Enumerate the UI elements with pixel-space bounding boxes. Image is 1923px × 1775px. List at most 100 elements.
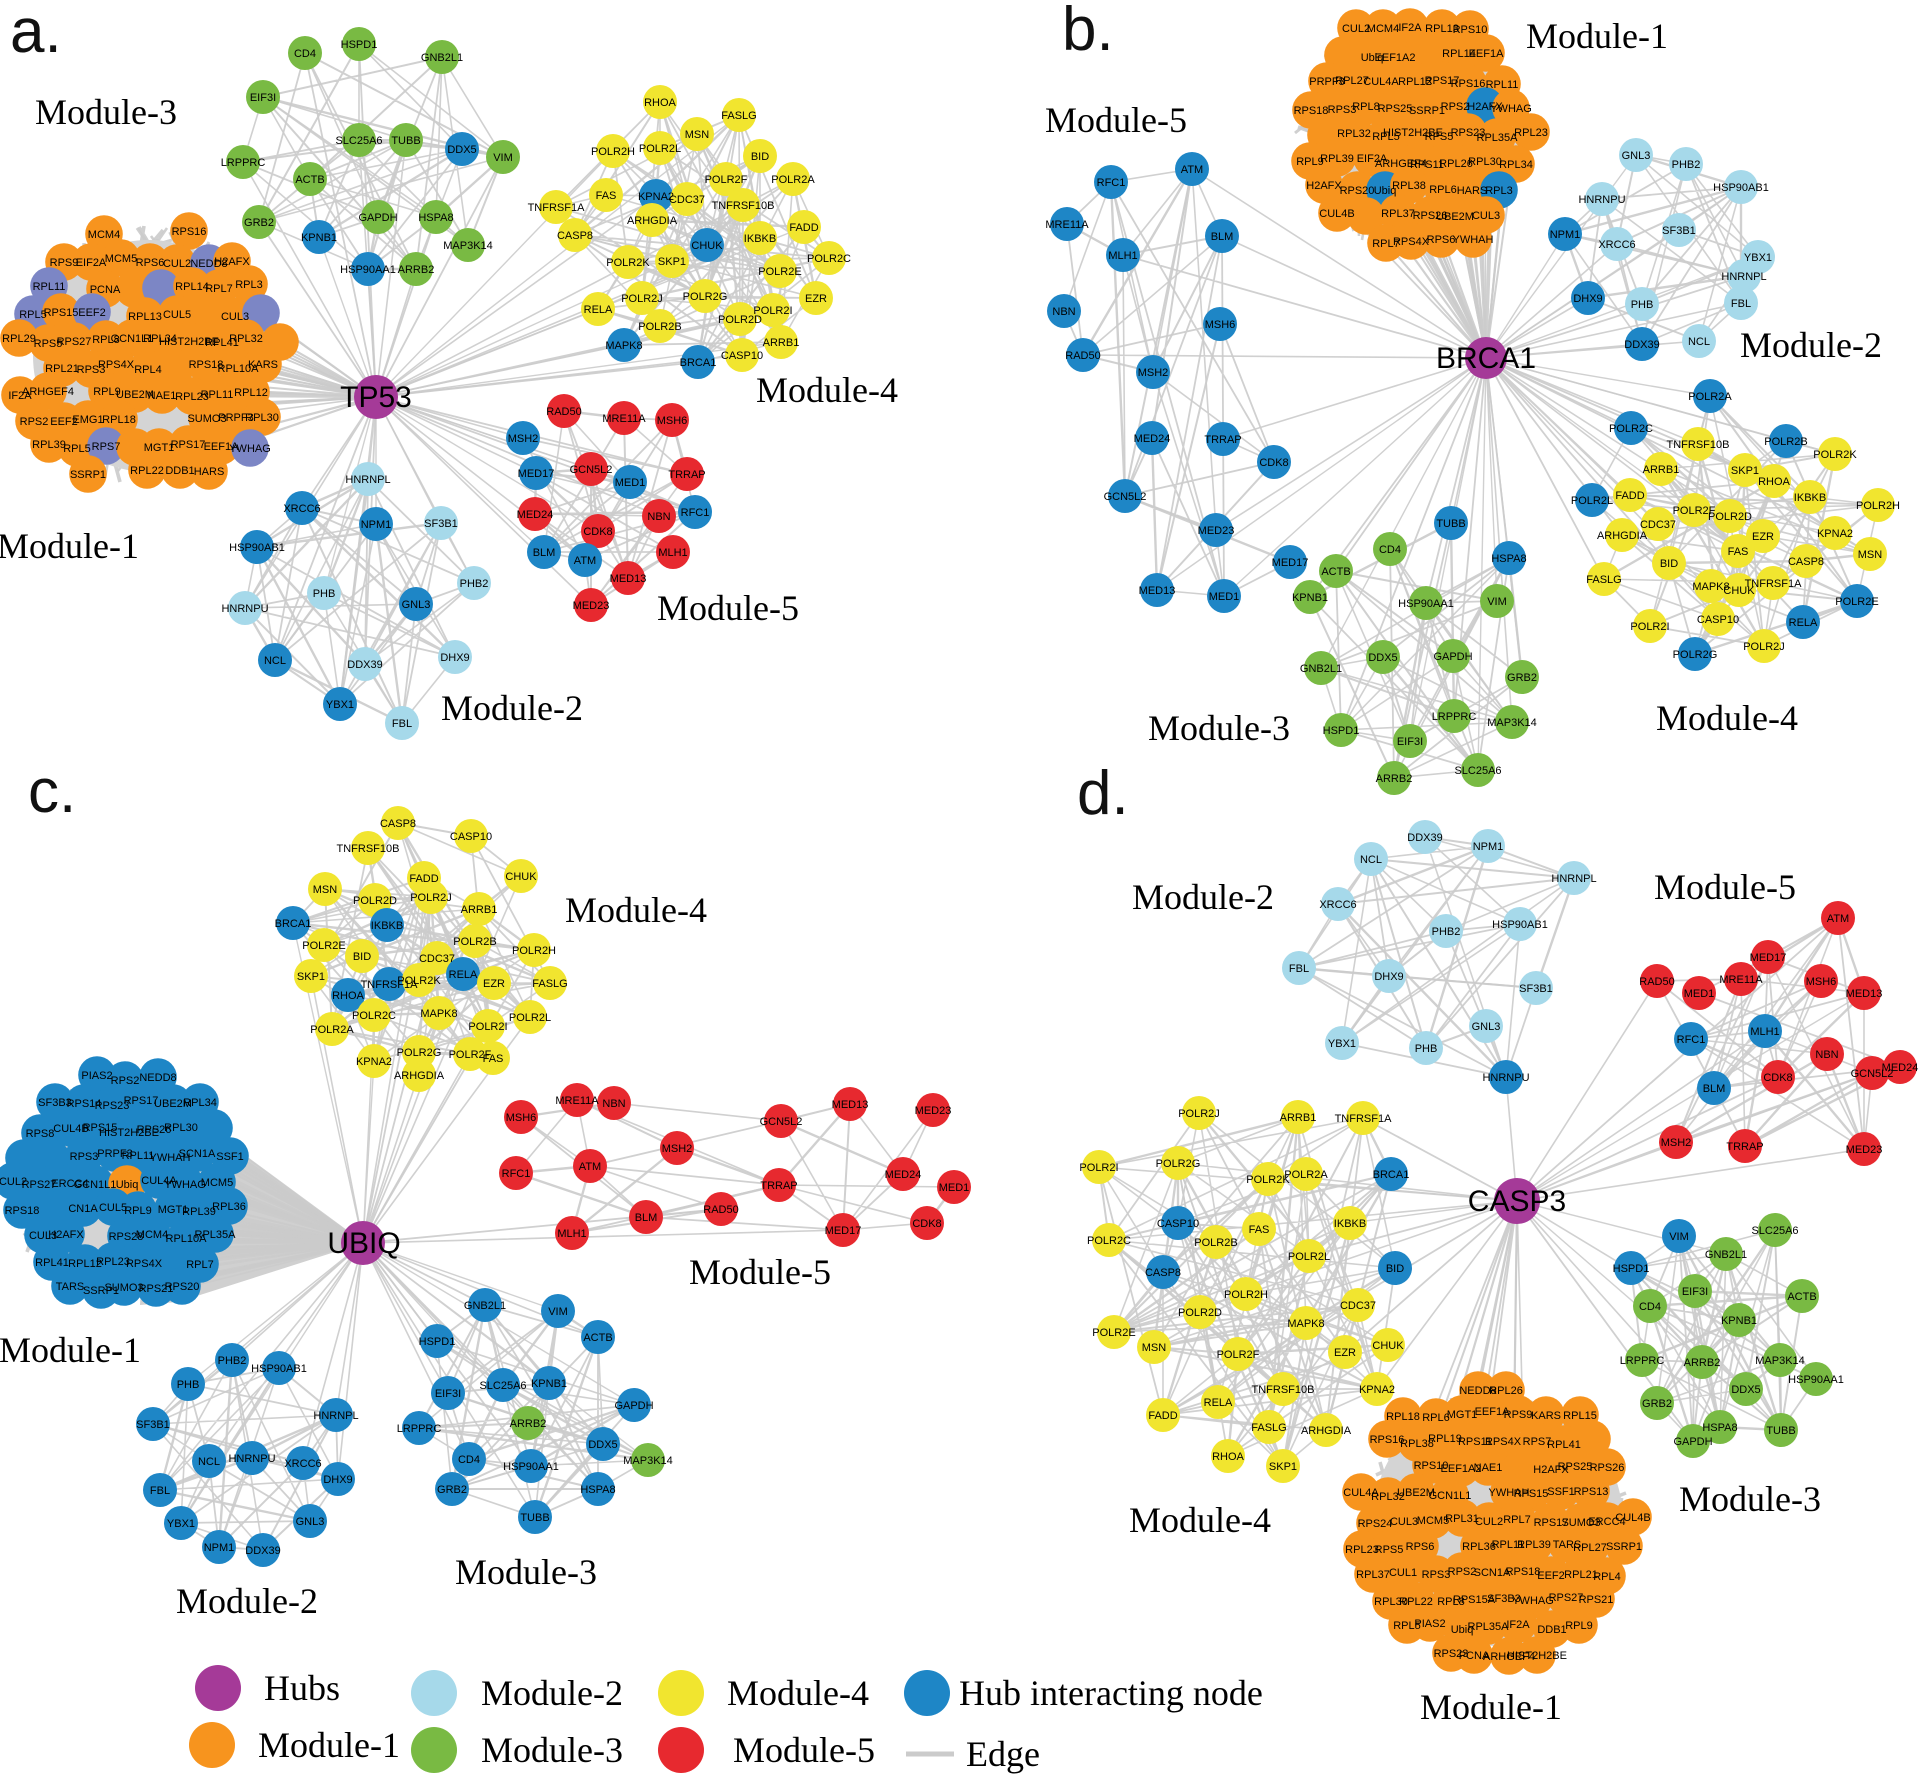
svg-text:GCN5L2: GCN5L2 [760,1116,803,1128]
svg-text:RPL13: RPL13 [1425,23,1459,35]
svg-text:ARHGEF4: ARHGEF4 [1375,158,1427,170]
svg-text:Module-3: Module-3 [1148,708,1290,748]
svg-text:RPL19: RPL19 [1428,1433,1462,1445]
svg-text:RPS7: RPS7 [1523,1436,1552,1448]
svg-text:BLM: BLM [1211,231,1234,243]
svg-text:RELA: RELA [1204,1397,1233,1409]
svg-text:c.: c. [28,757,76,826]
svg-text:HNRNPU: HNRNPU [1482,1072,1529,1084]
svg-text:MED17: MED17 [825,1225,862,1237]
svg-text:RPL34: RPL34 [183,1097,217,1109]
svg-text:EIF2A: EIF2A [76,257,107,269]
svg-text:FASLG: FASLG [1251,1422,1286,1434]
svg-text:RFC1: RFC1 [1677,1034,1706,1046]
svg-text:MSH2: MSH2 [508,433,539,445]
svg-text:MED1: MED1 [1684,988,1715,1000]
svg-text:RPL7: RPL7 [1372,238,1400,250]
svg-text:RPL35A: RPL35A [1477,132,1519,144]
svg-text:RPS25: RPS25 [1558,1461,1593,1473]
svg-text:MSN: MSN [685,129,710,141]
svg-text:RPL7: RPL7 [205,283,233,295]
svg-text:MAPK8: MAPK8 [1692,581,1729,593]
svg-text:Module-3: Module-3 [481,1730,623,1770]
svg-text:IF2A: IF2A [1506,1619,1530,1631]
svg-text:POLR2J: POLR2J [410,892,452,904]
svg-text:RPS16: RPS16 [1451,78,1486,90]
svg-text:PHB2: PHB2 [1672,159,1701,171]
svg-text:POLR2E: POLR2E [758,266,801,278]
svg-text:RPL23: RPL23 [1514,127,1548,139]
svg-text:HSPD1: HSPD1 [341,39,378,51]
svg-text:RHOA: RHOA [1758,476,1790,488]
svg-text:SSRP1: SSRP1 [83,1285,119,1297]
svg-text:RPS15: RPS15 [1514,1488,1549,1500]
svg-text:TP53: TP53 [340,381,412,414]
svg-text:FAS: FAS [483,1053,504,1065]
svg-text:ACTB: ACTB [295,174,324,186]
svg-text:Module-2: Module-2 [1132,877,1274,917]
svg-text:TUBB: TUBB [1436,518,1465,530]
svg-text:MRE11A: MRE11A [602,413,646,425]
svg-text:RELA: RELA [449,969,478,981]
svg-text:POLR2I: POLR2I [468,1021,507,1033]
svg-text:HARS: HARS [194,466,225,478]
svg-text:LRPPRC: LRPPRC [397,1423,442,1435]
svg-text:RHOA: RHOA [1212,1451,1244,1463]
svg-text:POLR2B: POLR2B [1764,436,1807,448]
svg-text:Module-5: Module-5 [733,1730,875,1770]
svg-text:CDC37: CDC37 [1340,1300,1376,1312]
svg-text:GAPDH: GAPDH [1673,1436,1712,1448]
svg-text:POLR2H: POLR2H [1224,1289,1268,1301]
svg-text:PRPF3: PRPF3 [97,1148,132,1160]
svg-text:ATM: ATM [574,555,596,567]
svg-text:POLR2F: POLR2F [1673,505,1716,517]
svg-text:EZR: EZR [483,978,505,990]
svg-text:POLR2H: POLR2H [1856,500,1900,512]
svg-text:RPL39: RPL39 [1320,153,1354,165]
svg-text:RPL15: RPL15 [1563,1410,1597,1422]
svg-text:RPL37: RPL37 [1381,208,1415,220]
svg-text:Module-4: Module-4 [727,1673,869,1713]
svg-text:KPNA2: KPNA2 [1817,528,1853,540]
svg-text:TRRAP: TRRAP [760,1180,797,1192]
svg-text:SF3B1: SF3B1 [1662,225,1696,237]
svg-text:MED24: MED24 [517,509,554,521]
svg-text:EIF3I: EIF3I [1682,1286,1708,1298]
svg-text:RPS2: RPS2 [1441,101,1470,113]
svg-text:PIAS2: PIAS2 [81,1070,112,1082]
svg-text:ACTB: ACTB [583,1332,612,1344]
svg-text:RPL9: RPL9 [1296,156,1324,168]
svg-text:PHB2: PHB2 [460,578,489,590]
svg-text:RPL23: RPL23 [175,391,209,403]
svg-text:GAPDH: GAPDH [358,212,397,224]
svg-text:RPL30: RPL30 [1374,1596,1408,1608]
svg-text:CHUK: CHUK [1723,585,1755,597]
svg-text:NCL: NCL [198,1456,220,1468]
svg-text:CUL4B: CUL4B [1319,208,1354,220]
svg-text:EIF3I: EIF3I [1397,736,1423,748]
svg-text:CUL2: CUL2 [0,1176,27,1188]
svg-text:RPL27: RPL27 [1335,75,1369,87]
svg-text:CUL3: CUL3 [221,311,249,323]
svg-text:PIAS2: PIAS2 [1414,1618,1445,1630]
svg-text:ARRB1: ARRB1 [763,337,800,349]
svg-text:POLR2G: POLR2G [1156,1158,1201,1170]
svg-text:RPS5: RPS5 [34,338,63,350]
svg-text:ARHGEF4: ARHGEF4 [1483,1651,1535,1663]
svg-text:DDX39: DDX39 [245,1545,280,1557]
svg-text:RPS6: RPS6 [136,257,165,269]
svg-text:RPS2: RPS2 [20,416,49,428]
svg-text:TNFRSF10B: TNFRSF10B [337,843,400,855]
svg-text:YBX1: YBX1 [167,1518,195,1530]
svg-text:MCM4: MCM4 [88,229,120,241]
svg-text:Module-1: Module-1 [1420,1687,1562,1727]
svg-text:CASP8: CASP8 [380,818,416,830]
svg-text:POLR2K: POLR2K [606,257,650,269]
svg-text:POLR2K: POLR2K [397,975,441,987]
svg-text:FADD: FADD [409,873,438,885]
svg-text:POLR2C: POLR2C [1609,423,1653,435]
svg-text:VIM: VIM [1487,596,1507,608]
svg-text:POLR2E: POLR2E [1835,596,1878,608]
svg-text:RPS3: RPS3 [70,1151,99,1163]
svg-text:BRCA1: BRCA1 [275,918,312,930]
